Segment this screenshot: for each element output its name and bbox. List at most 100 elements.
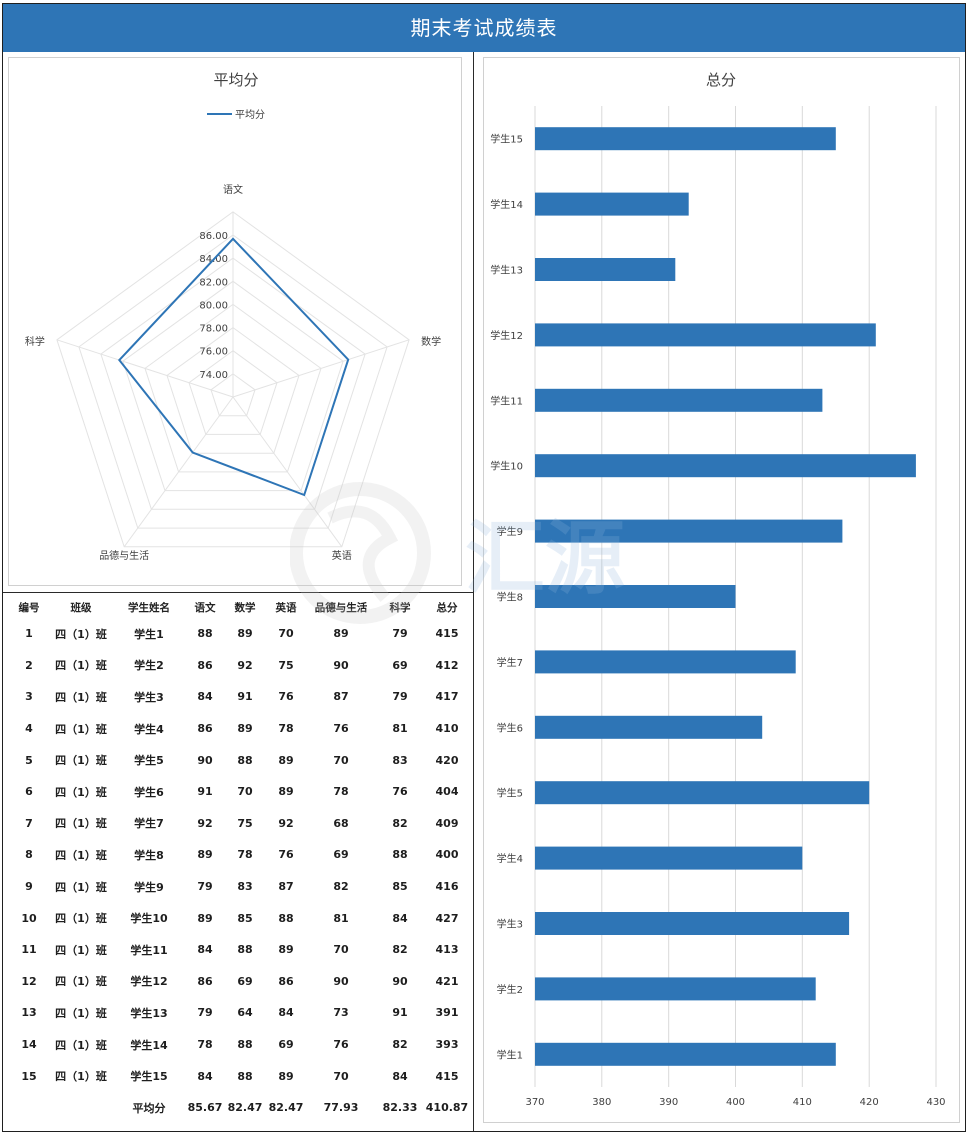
total-score-chart-panel[interactable]: 总分 370 380 390 400 410 420 430 学生15 学生14 学生13 学生12 学… [483, 57, 960, 1123]
table-cell: 75 [278, 658, 294, 672]
radar-grid-ring [144, 303, 322, 473]
total-score-bar[interactable] [535, 912, 850, 935]
table-cell: 420 [435, 753, 459, 767]
table-cell: 88 [237, 753, 253, 767]
table-cell: 15 [21, 1069, 37, 1083]
table-row: 11 四（1）班 学生11 84 88 89 70 82 413 [8, 934, 470, 966]
total-score-bar[interactable] [535, 388, 823, 412]
table-cell: 四（1）班 [55, 785, 107, 799]
table-cell: 88 [237, 943, 253, 957]
bar-category-label: 学生11 [490, 394, 523, 407]
bar-category-label: 学生13 [490, 264, 523, 277]
total-score-bar[interactable] [535, 715, 763, 739]
bar-category-label: 学生7 [497, 656, 523, 669]
table-cell: 89 [237, 627, 253, 641]
radar-grid-ring [166, 326, 300, 454]
table-cell: 88 [278, 911, 294, 925]
bar-category-label: 学生10 [490, 460, 523, 473]
table-cell: 89 [197, 911, 213, 925]
radar-axis-label: 语文 [223, 183, 243, 196]
average-cell: 85.67 [187, 1101, 223, 1115]
radar-chart: 平均分平均分74.0076.0078.0080.0082.0084.0086.0… [25, 71, 441, 562]
total-score-bar[interactable] [535, 977, 816, 1001]
table-cell: 76 [278, 848, 294, 862]
table-cell: 89 [278, 785, 294, 799]
total-score-bar[interactable] [535, 650, 796, 674]
average-cell: 平均分 [132, 1101, 166, 1115]
total-score-bar[interactable] [535, 781, 870, 805]
table-cell: 四（1）班 [55, 690, 107, 704]
table-cell: 89 [197, 848, 213, 862]
table-cell: 学生12 [130, 975, 168, 989]
table-cell: 75 [237, 816, 253, 830]
table-cell: 86 [278, 974, 294, 988]
table-cell: 70 [237, 785, 253, 799]
table-header-cell: 品德与生活 [314, 601, 368, 614]
legend-label: 平均分 [235, 109, 265, 121]
average-cell [8, 1092, 50, 1124]
table-cell: 69 [278, 1038, 294, 1052]
table-cell: 89 [333, 627, 349, 641]
total-score-bar[interactable] [535, 585, 736, 608]
table-cell: 78 [333, 785, 349, 799]
total-score-bar[interactable] [535, 1042, 836, 1066]
table-cell: 87 [278, 880, 294, 894]
table-cell: 88 [237, 1038, 253, 1052]
table-cell: 5 [25, 753, 33, 767]
table-cell: 学生3 [134, 690, 164, 704]
table-cell: 四（1）班 [55, 722, 107, 736]
table-cell: 9 [25, 880, 33, 894]
bar-category-label: 学生4 [497, 852, 523, 865]
table-row: 5 四（1）班 学生5 90 88 89 70 83 420 [8, 744, 470, 776]
total-score-bar[interactable] [535, 258, 676, 281]
table-row: 4 四（1）班 学生4 86 89 78 76 81 410 [8, 713, 470, 745]
radar-tick-label: 80.00 [199, 300, 228, 311]
total-score-bar[interactable] [535, 519, 843, 543]
radar-spoke [232, 396, 343, 548]
total-score-bar[interactable] [535, 323, 876, 347]
total-score-bar[interactable] [535, 454, 916, 478]
radar-tick-label: 76.00 [199, 347, 228, 358]
table-cell: 87 [333, 690, 349, 704]
radar-axis-label: 英语 [332, 549, 352, 562]
total-score-bar[interactable] [535, 192, 689, 216]
table-cell: 76 [278, 690, 294, 704]
radar-tick-label: 78.00 [199, 324, 228, 335]
table-header-cell: 数学 [234, 601, 256, 614]
total-score-bar[interactable] [535, 846, 803, 870]
table-cell: 四（1）班 [55, 754, 107, 768]
bar-x-tick-label: 420 [860, 1097, 879, 1108]
table-cell: 学生10 [130, 912, 168, 926]
table-cell: 四（1）班 [55, 1070, 107, 1084]
table-cell: 2 [25, 658, 33, 672]
table-cell: 84 [197, 943, 213, 957]
table-cell: 85 [392, 880, 408, 894]
table-header-cell: 班级 [70, 601, 92, 614]
average-cell: 82.47 [268, 1101, 304, 1115]
total-score-bar[interactable] [535, 127, 836, 151]
radar-axis-label: 品德与生活 [99, 549, 149, 562]
table-cell: 13 [21, 1006, 37, 1020]
table-row: 12 四（1）班 学生12 86 69 86 90 90 421 [8, 966, 470, 998]
radar-chart-panel[interactable]: 平均分 平均分 74.00 76.00 78.00 80.00 82.00 84.00 86.0… [8, 57, 462, 586]
table-row: 8 四（1）班 学生8 89 78 76 69 88 400 [8, 839, 470, 871]
average-row: 平均分 85.67 82.47 82.47 77.93 82.33 410.87 [8, 1092, 470, 1124]
page-title: 期末考试成绩表 [3, 4, 965, 52]
table-cell: 89 [237, 722, 253, 736]
table-cell: 11 [21, 943, 37, 957]
radar-grid-ring [122, 280, 344, 492]
table-cell: 64 [237, 1006, 253, 1020]
radar-axis-label: 数学 [421, 335, 441, 348]
radar-tick-label: 86.00 [199, 231, 228, 242]
bar-x-tick-label: 370 [525, 1097, 544, 1108]
table-cell: 70 [333, 753, 349, 767]
table-cell: 427 [435, 911, 459, 925]
table-cell: 91 [197, 785, 213, 799]
table-header-row: 编号 班级 学生姓名 语文 数学 英语 品德与生活 科学 总分 [8, 596, 470, 618]
table-cell: 84 [197, 1069, 213, 1083]
table-cell: 78 [237, 848, 253, 862]
bar-category-label: 学生3 [497, 918, 523, 931]
table-cell: 76 [392, 785, 408, 799]
radar-grid-ring [188, 350, 278, 435]
table-row: 10 四（1）班 学生10 89 85 88 81 84 427 [8, 902, 470, 934]
